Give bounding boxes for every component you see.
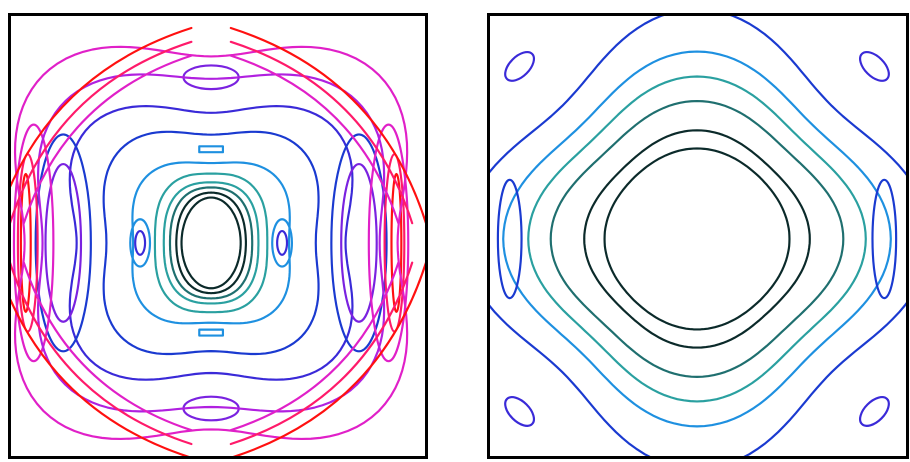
contour-line-left-ring-5 [153, 172, 269, 314]
contour-line-left-inner-lobe-2 [271, 218, 294, 268]
contour-line-left-side-lobe-1-1 [34, 133, 92, 353]
contour-line-left-ring-6 [131, 161, 291, 325]
contour-line-right-corner-3 [504, 396, 536, 427]
contour-line-right-corner-1 [504, 51, 536, 82]
contour-line-left-ring-3 [168, 186, 254, 300]
contour-line-left-corner-3-1 [229, 54, 400, 225]
contour-line-left-side-lobe-3-2 [367, 123, 410, 363]
contour-line-right-ring-6 [490, 16, 906, 456]
contour-line-left-corner-4-1 [22, 54, 193, 225]
contour-line-left-outer-band-1 [37, 73, 386, 413]
contour-line-left-side-lobe-5-2 [390, 172, 403, 313]
contour-line-right-ring-1 [603, 147, 791, 331]
contour-plot-right [487, 13, 909, 459]
contour-plot-left-svg [11, 26, 425, 456]
contour-line-left-ring-1 [180, 196, 242, 290]
contour-line-left-bar-bottom [198, 328, 225, 337]
contour-line-right-ring-5 [502, 50, 892, 428]
contour-line-left-inner-lobe-core-1 [134, 229, 147, 256]
contour-line-right-corner-4 [859, 396, 890, 427]
contour-line-left-corner-2-3 [11, 298, 190, 456]
contour-line-left-corner-4-2 [11, 40, 193, 224]
contour-plot-left [8, 13, 428, 459]
contour-line-left-corner-1-1 [229, 261, 400, 432]
contour-line-left-corner-3-3 [229, 26, 425, 224]
contour-line-right-side-lobe-2 [871, 178, 898, 300]
contour-line-left-corner-1-2 [229, 261, 414, 446]
contour-line-left-corner-2-2 [11, 262, 193, 446]
contour-line-left-side-lobe-2-2 [340, 162, 378, 323]
contour-plot-right-svg [490, 16, 906, 456]
contour-line-left-side-lobe-2-1 [44, 162, 83, 323]
contour-line-right-ring-2 [583, 129, 811, 349]
contour-line-left-ring-2 [175, 191, 247, 295]
contour-line-left-side-lobe-5-1 [19, 172, 32, 313]
contour-line-left-inner-lobe-core-2 [276, 229, 289, 256]
contour-line-left-outer-band-2 [13, 45, 409, 441]
contour-line-left-corner-4-3 [11, 26, 193, 188]
contour-line-left-corner-1-3 [232, 262, 425, 456]
contour-line-left-side-lobe-3-1 [12, 123, 55, 363]
contour-line-left-ring-8 [68, 104, 354, 381]
contour-line-right-side-lobe-1 [496, 178, 523, 300]
contour-line-left-bar-top [198, 145, 225, 154]
contour-line-right-ring-4 [527, 75, 867, 403]
contour-line-left-ring-7 [102, 130, 320, 356]
contour-line-right-ring-3 [549, 99, 845, 378]
contour-line-left-inner-lobe-1 [129, 218, 152, 268]
contour-line-right-corner-2 [859, 51, 890, 82]
contour-line-left-corner-3-2 [229, 40, 414, 225]
contour-line-left-corner-2-1 [22, 261, 193, 432]
contour-line-left-ring-4 [162, 181, 260, 305]
contour-line-left-side-lobe-1-2 [330, 133, 388, 353]
